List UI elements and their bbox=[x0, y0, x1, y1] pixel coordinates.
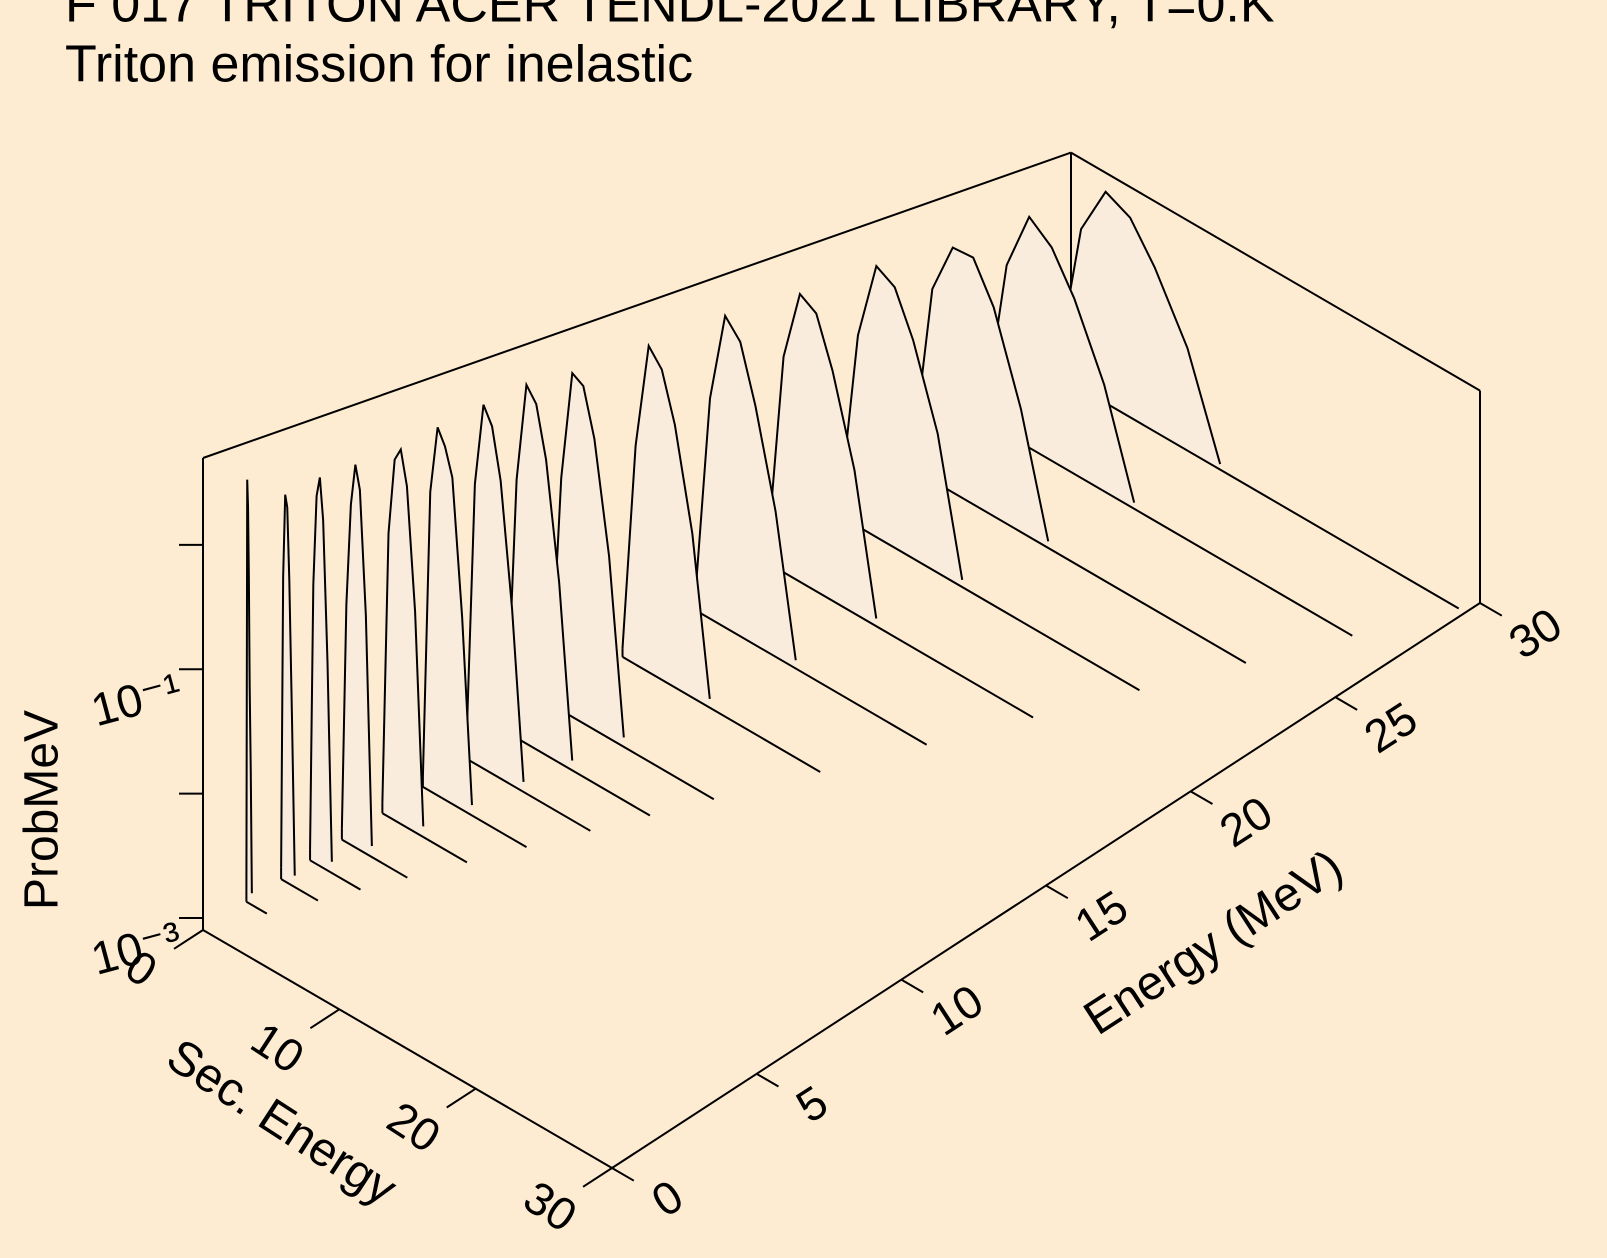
curve-fill bbox=[839, 266, 963, 588]
curve bbox=[549, 370, 625, 738]
curve-baseline bbox=[245, 900, 268, 915]
curve-fill bbox=[382, 449, 424, 838]
curve bbox=[280, 494, 296, 876]
curve-baseline bbox=[341, 838, 408, 879]
curve-fill bbox=[310, 477, 332, 874]
y-tick bbox=[309, 1008, 340, 1030]
curve bbox=[421, 426, 473, 806]
curve bbox=[910, 246, 1050, 542]
y-tick bbox=[582, 1167, 613, 1188]
curve-baseline bbox=[911, 467, 1247, 664]
curve bbox=[465, 404, 525, 782]
x-tick bbox=[1479, 602, 1503, 617]
chart-title: F 017 TRITON ACER TENDL-2021 LIBRARY, T=… bbox=[65, 0, 1275, 34]
curve-fill bbox=[767, 294, 877, 627]
curve-baseline bbox=[309, 859, 361, 891]
curve bbox=[621, 342, 711, 699]
curve bbox=[505, 381, 574, 761]
curve-baseline bbox=[422, 786, 528, 849]
y-tick bbox=[173, 929, 204, 950]
curve-baseline bbox=[1056, 373, 1460, 610]
curve bbox=[340, 464, 373, 847]
curve-baseline bbox=[983, 420, 1353, 637]
curve bbox=[838, 263, 964, 581]
frame-line bbox=[202, 151, 1072, 459]
curve-fill bbox=[1056, 191, 1221, 470]
curve-fill bbox=[506, 384, 573, 771]
curve-baseline bbox=[381, 812, 468, 864]
axis-line bbox=[202, 929, 613, 1169]
curve bbox=[381, 446, 425, 827]
curve-baseline bbox=[506, 731, 651, 817]
curve-baseline bbox=[694, 608, 928, 746]
x-tick bbox=[1045, 884, 1069, 900]
curve-baseline bbox=[280, 878, 319, 902]
curve-fill bbox=[281, 494, 295, 888]
x-tick bbox=[611, 1167, 635, 1182]
curve-baseline bbox=[549, 703, 715, 801]
curve-fill bbox=[911, 247, 1049, 548]
curve-baseline bbox=[622, 656, 821, 773]
frame-line bbox=[1070, 151, 1481, 392]
curve bbox=[1055, 190, 1222, 465]
curve bbox=[766, 291, 878, 619]
curve-fill bbox=[694, 315, 796, 669]
curve-baseline bbox=[839, 514, 1140, 692]
curve-fill bbox=[422, 427, 472, 816]
x-tick bbox=[756, 1072, 779, 1088]
x-tick bbox=[1190, 790, 1213, 805]
curve bbox=[693, 312, 797, 661]
y-tick bbox=[446, 1087, 477, 1109]
chart-subtitle: Triton emission for inelastic bbox=[65, 36, 693, 94]
curve bbox=[245, 479, 253, 894]
curve-fill bbox=[550, 373, 624, 747]
x-tick bbox=[900, 978, 924, 994]
curve-fill bbox=[466, 404, 524, 792]
curve-baseline bbox=[766, 561, 1034, 719]
curve-fill bbox=[622, 345, 710, 708]
curve bbox=[309, 477, 333, 862]
z-axis-label: ProbMeV bbox=[16, 710, 69, 910]
curve bbox=[983, 214, 1136, 503]
curve-fill bbox=[341, 464, 372, 858]
x-tick bbox=[1334, 696, 1358, 711]
curve-baseline bbox=[465, 757, 591, 832]
